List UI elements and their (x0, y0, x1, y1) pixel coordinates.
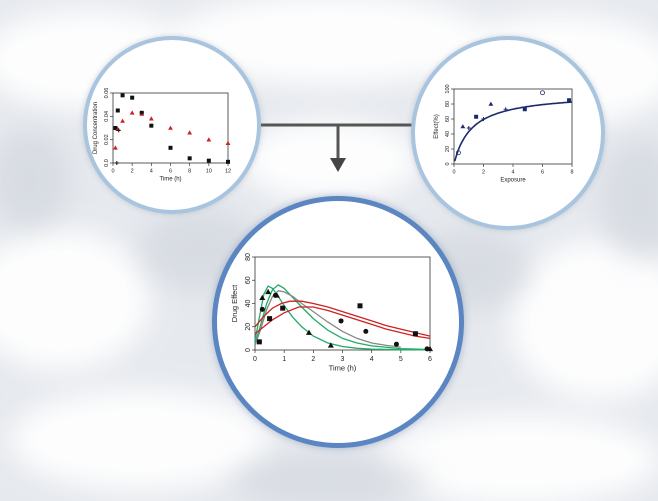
conc-point (187, 130, 193, 135)
expo-y-tick-label: 100 (445, 84, 451, 93)
expo-y-tick-label: 40 (445, 131, 451, 137)
conc-point (149, 123, 154, 128)
expo-point (456, 150, 461, 156)
expo-x-tick-label: 0 (452, 170, 455, 176)
expo-point (460, 124, 466, 129)
effect-point (256, 339, 262, 345)
conc-point (206, 137, 212, 142)
conc-point (130, 95, 135, 100)
effect-point (412, 331, 418, 337)
conc-point (187, 156, 192, 161)
effect-curve (254, 284, 431, 351)
exposure-response-circle (411, 36, 605, 230)
conc-x-tick-label: 12 (225, 169, 231, 175)
effect-x-tick-label: 2 (311, 356, 315, 363)
effect-x-tick-label: 1 (282, 356, 286, 363)
effect-point (363, 328, 369, 334)
effect-point (427, 345, 433, 352)
expo-point (540, 90, 545, 96)
conc-point (225, 140, 231, 145)
conc-x-tick-label: 4 (150, 169, 153, 175)
conc-point (114, 161, 119, 165)
expo-y-tick-label: 80 (445, 101, 451, 107)
expo-fit-curve (453, 101, 573, 162)
expo-point (481, 117, 486, 121)
conc-point (226, 159, 230, 164)
effect-point (357, 303, 363, 309)
expo-x-tick-label: 8 (570, 170, 573, 176)
effect-curve (254, 306, 431, 340)
effect-point (327, 342, 334, 348)
effect-point (280, 305, 286, 311)
drug-effect-circle (212, 196, 464, 448)
effect-x-tick-label: 6 (428, 356, 432, 363)
expo-y-axis-label: Effect(%) (434, 114, 440, 139)
effect-curve (254, 289, 401, 348)
effect-x-tick-label: 5 (399, 356, 403, 363)
conc-point (120, 93, 125, 98)
conc-point (148, 116, 154, 121)
effect-x-tick-label: 0 (253, 356, 257, 363)
conc-point (112, 145, 118, 150)
effect-y-tick-label: 20 (245, 323, 252, 331)
conc-y-tick-label: 0.02 (104, 134, 110, 145)
conc-x-tick-label: 0 (111, 169, 114, 175)
effect-y-tick-label: 0 (245, 348, 252, 352)
expo-point (503, 107, 508, 112)
effect-y-tick-label: 80 (245, 253, 252, 261)
conc-x-tick-label: 2 (131, 169, 134, 175)
expo-y-tick-label: 20 (445, 146, 451, 152)
expo-x-axis-label: Exposure (500, 178, 526, 184)
effect-point (305, 329, 312, 335)
effect-y-axis-label: Drug Effect (230, 284, 239, 322)
conc-y-tick-label: 0.06 (104, 88, 110, 99)
effect-point (393, 341, 399, 347)
expo-point (466, 126, 471, 130)
effect-point (338, 318, 344, 324)
conc-y-tick-label: 0.04 (104, 111, 110, 122)
conc-x-tick-label: 6 (169, 169, 172, 175)
conc-point (168, 125, 173, 130)
arrow-down-icon (330, 158, 346, 172)
conc-point (129, 110, 135, 115)
conc-point (120, 118, 125, 123)
expo-y-tick-label: 0 (445, 162, 451, 165)
expo-x-tick-label: 4 (511, 170, 514, 176)
conc-point (206, 158, 211, 163)
expo-x-tick-label: 2 (482, 170, 485, 176)
effect-point (259, 306, 265, 312)
expo-point (522, 107, 527, 112)
effect-x-axis-label: Time (h) (329, 364, 357, 373)
conc-point (168, 145, 173, 150)
effect-point (265, 288, 272, 295)
effect-x-tick-label: 3 (341, 356, 345, 363)
conc-x-axis-label: Time (h) (159, 177, 181, 183)
effect-y-tick-label: 40 (245, 300, 252, 308)
conc-x-tick-label: 10 (206, 169, 212, 175)
effect-point (259, 294, 266, 300)
expo-x-tick-label: 6 (541, 170, 544, 176)
conc-point (139, 110, 144, 115)
conc-point (115, 108, 120, 113)
expo-point (488, 101, 494, 106)
effect-curve (254, 300, 431, 337)
conc-y-tick-label: 0.0 (104, 159, 110, 167)
expo-point (567, 98, 572, 103)
conc-x-tick-label: 8 (188, 169, 191, 175)
effect-point (273, 292, 280, 298)
effect-x-tick-label: 4 (370, 356, 374, 363)
conc-point (116, 128, 121, 133)
effect-curve (254, 285, 431, 351)
conc-y-axis-label: Drug Concentration (93, 102, 99, 154)
effect-y-tick-label: 60 (245, 276, 252, 284)
expo-point (474, 114, 479, 119)
conc-point (113, 126, 118, 130)
effect-point (267, 316, 273, 322)
expo-y-tick-label: 60 (445, 116, 451, 122)
